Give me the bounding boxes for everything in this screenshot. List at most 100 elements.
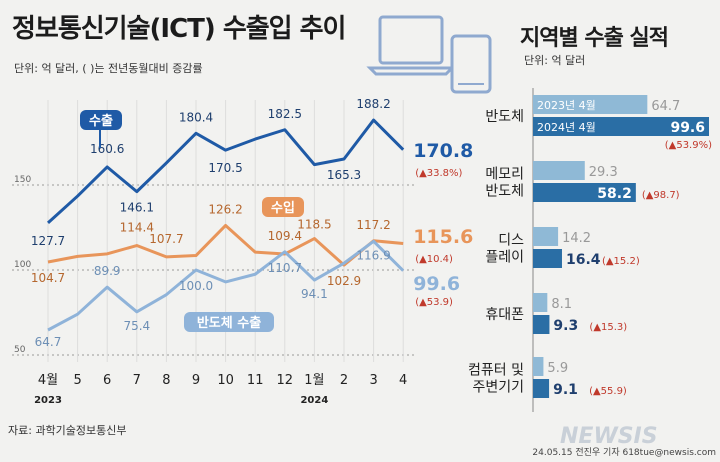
left-chart-title: 정보통신기술(ICT) 수출입 추이 [12,14,346,44]
bar-change-label: (▲15.2) [602,256,640,267]
final-import-value: 115.6 [413,226,473,248]
right-chart-unit: 단위: 억 달러 [524,54,586,67]
credit-area: NEWSIS 24.05.15 전진우 기자 618tue@newsis.com [532,424,716,458]
semi-series-tag-bg [184,312,274,332]
data-label: 118.5 [297,218,331,232]
bar-2024 [533,315,550,334]
bar-2023-value: 29.3 [589,165,618,180]
bar-2023-value: 14.2 [562,231,591,246]
laptop-tablet-icon [366,15,492,94]
y-tick-label: 50 [14,345,26,355]
category-label: 플레이 [485,250,524,266]
right-chart-title: 지역별 수출 실적 [520,26,669,51]
x-tick-label: 11 [247,373,264,388]
bar-2024-value: 99.6 [670,120,705,136]
data-label: 170.5 [208,161,242,175]
bar-2024 [533,183,636,202]
final-semi-value: 99.6 [413,273,460,295]
bar-2023-value: 5.9 [547,361,568,376]
bar-change-label: (▲98.7) [642,190,680,201]
data-label: 116.9 [356,248,390,262]
x-tick-label: 9 [192,373,200,388]
x-tick-label: 5 [73,373,81,388]
bar-2023-value: 8.1 [551,297,572,312]
y-tick-label: 150 [14,175,31,185]
data-label: 75.4 [123,319,150,333]
data-label: 188.2 [356,97,390,111]
x-tick-label: 2 [340,373,348,388]
data-label: 180.4 [179,110,213,124]
data-label: 107.7 [149,232,183,246]
series-line [47,239,405,332]
export-series-tag: 수출 [89,113,113,129]
left-chart-unit: 단위: 억 달러, ( )는 전년동월대비 증감률 [14,62,203,75]
bar-2024-value: 9.1 [553,382,578,398]
bar-2024 [533,117,709,136]
data-label: 160.6 [90,142,124,156]
bar-change-label: (▲15.3) [589,322,627,333]
series-line [47,223,404,267]
data-label: 165.3 [327,168,361,182]
data-label: 104.7 [31,271,65,285]
year-label: 2024 [300,395,328,406]
final-export-change: (▲33.8%) [415,168,462,179]
data-label: 102.9 [327,274,361,288]
data-label: 109.4 [268,229,302,243]
semi-series-tag: 반도체 수출 [197,315,261,331]
export-series-tag-bg [80,110,122,130]
data-label: 110.7 [268,261,302,275]
x-tick-label: 3 [369,373,377,388]
watermark-text: NEWSIS [560,424,658,449]
x-tick-label: 1월 [304,373,324,388]
data-label: 146.1 [120,201,154,215]
final-export-value: 170.8 [413,140,473,162]
data-label: 114.4 [120,221,154,235]
data-label: 126.2 [208,202,242,216]
bar-2023-value: 64.7 [651,99,680,114]
year-label: 2023 [34,395,62,406]
x-tick-label: 4월 [38,373,58,388]
x-tick-label: 6 [103,373,111,388]
bar-2023 [533,293,548,312]
import-series-tag: 수입 [271,201,295,216]
source-note: 자료: 과학기술정보통신부 [8,424,127,437]
credit-text: 24.05.15 전진우 기자 618tue@newsis.com [532,447,716,458]
final-semi-change: (▲53.9) [415,297,453,308]
bar-change-label: (▲53.9%) [665,140,712,151]
bar-2024-value: 9.3 [553,318,578,334]
x-tick-label: 7 [133,373,141,388]
data-label: 94.1 [301,287,328,301]
x-tick-label: 8 [162,373,170,388]
data-label: 127.7 [31,234,65,248]
bar-2024-value: 16.4 [566,252,601,268]
legend-2024-label: 2024년 4월 [537,121,596,134]
category-label: 반도체 [485,109,524,125]
final-import-change: (▲10.4) [415,254,453,265]
category-label: 컴퓨터 및 [468,363,524,379]
category-label: 디스 [498,233,524,249]
category-label: 메모리 [485,167,524,183]
series-line [46,118,405,225]
bar-2024 [533,249,562,268]
y-tick-label: 100 [14,260,31,270]
bar-2023 [533,95,648,114]
data-label: 100.0 [179,279,213,293]
legend-2023-label: 2023년 4월 [537,99,596,112]
bar-2023 [533,227,559,246]
data-label: 117.2 [356,218,390,232]
x-tick-label: 10 [217,373,234,388]
bar-2023 [533,161,585,180]
import-series-tag-bg [262,197,304,217]
x-tick-label: 12 [277,373,294,388]
line-chart: 150 100 50 4월 5 6 7 8 9 10 11 12 1월 2 3 4 2023 2024 127.7 1… [12,97,473,406]
category-label: 주변기기 [472,380,524,396]
bar-2024-value: 58.2 [597,186,632,202]
category-label: 휴대폰 [485,307,524,323]
bar-2023 [533,357,544,376]
data-label: 89.9 [94,264,121,278]
x-tick-label: 4 [399,373,407,388]
data-label: 182.5 [268,107,302,121]
